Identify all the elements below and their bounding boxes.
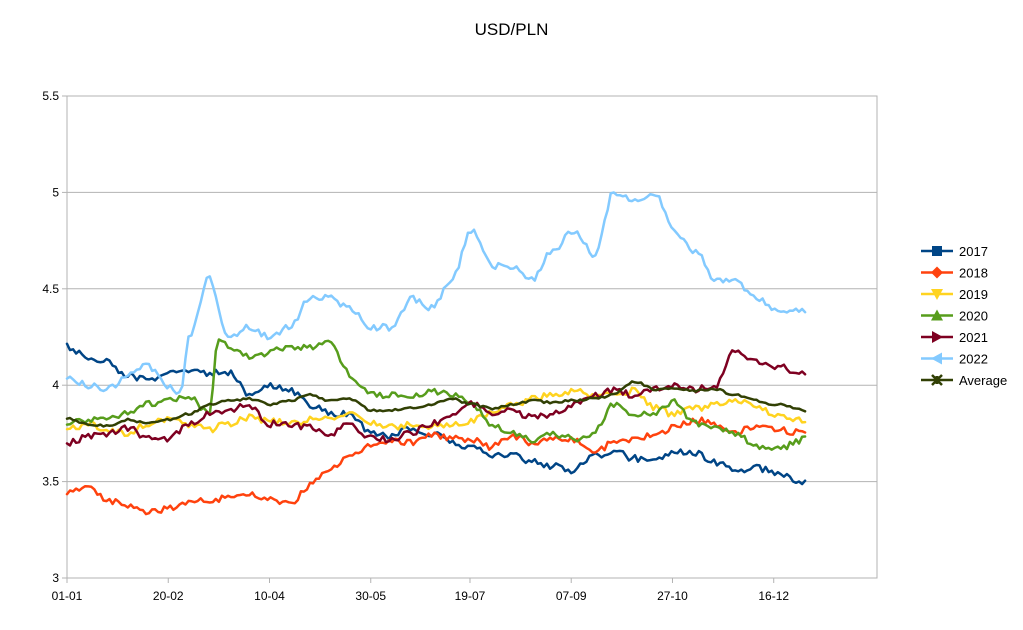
legend-item-2019: 2019	[921, 287, 988, 302]
y-tick-label: 3	[52, 571, 59, 585]
series-line-2019	[65, 386, 807, 438]
series-line-2022	[65, 191, 807, 395]
x-tick-label: 07-09	[556, 589, 587, 603]
x-tick-label: 10-04	[254, 589, 285, 603]
axes: 3 3.5 4 4.5 5 5.5 01-01 20-02 10-04 30-05 19-07 07-…	[42, 89, 878, 603]
series-line-2020	[65, 338, 807, 451]
legend: 2017 2018 2019 2020 2021 2022 Average	[921, 244, 1007, 388]
legend-marker-triangle-left	[931, 352, 942, 365]
y-tick-label: 5	[52, 185, 59, 199]
legend-item-2020: 2020	[921, 309, 988, 324]
series-line-average	[65, 380, 807, 428]
x-tick-label: 16-12	[758, 589, 789, 603]
x-tick-label: 19-07	[455, 589, 486, 603]
y-tick-label: 5.5	[42, 89, 59, 103]
series-line-2018	[65, 416, 807, 516]
legend-item-2017: 2017	[921, 244, 988, 259]
legend-item-2022: 2022	[921, 352, 988, 367]
y-tick-label: 4	[52, 378, 59, 392]
legend-label: 2020	[959, 309, 988, 324]
x-tick-label: 01-01	[52, 589, 83, 603]
legend-label: 2022	[959, 352, 988, 367]
legend-marker-square	[932, 246, 942, 256]
legend-item-average: Average	[921, 373, 1007, 388]
chart-title: USD/PLN	[474, 20, 549, 39]
legend-label: 2021	[959, 330, 988, 345]
legend-label: 2018	[959, 266, 988, 281]
legend-label: 2017	[959, 244, 988, 259]
y-tick-label: 3.5	[42, 475, 59, 489]
series-line-2021	[65, 349, 807, 447]
legend-label: 2019	[959, 287, 988, 302]
x-tick-label: 20-02	[153, 589, 184, 603]
x-tick-label: 30-05	[355, 589, 386, 603]
legend-label: Average	[959, 373, 1007, 388]
legend-item-2021: 2021	[921, 330, 988, 345]
legend-marker-triangle-down	[931, 289, 943, 300]
legend-item-2018: 2018	[921, 266, 988, 281]
series-lines	[65, 191, 807, 516]
legend-marker-diamond	[931, 266, 943, 279]
legend-marker-triangle-right	[932, 331, 943, 343]
legend-marker-triangle-up	[931, 309, 943, 321]
y-tick-label: 4.5	[42, 282, 59, 296]
series-line-2017	[65, 342, 807, 486]
legend-marker-bar	[935, 376, 939, 384]
plot-frame	[66, 95, 878, 579]
x-tick-label: 27-10	[657, 589, 688, 603]
